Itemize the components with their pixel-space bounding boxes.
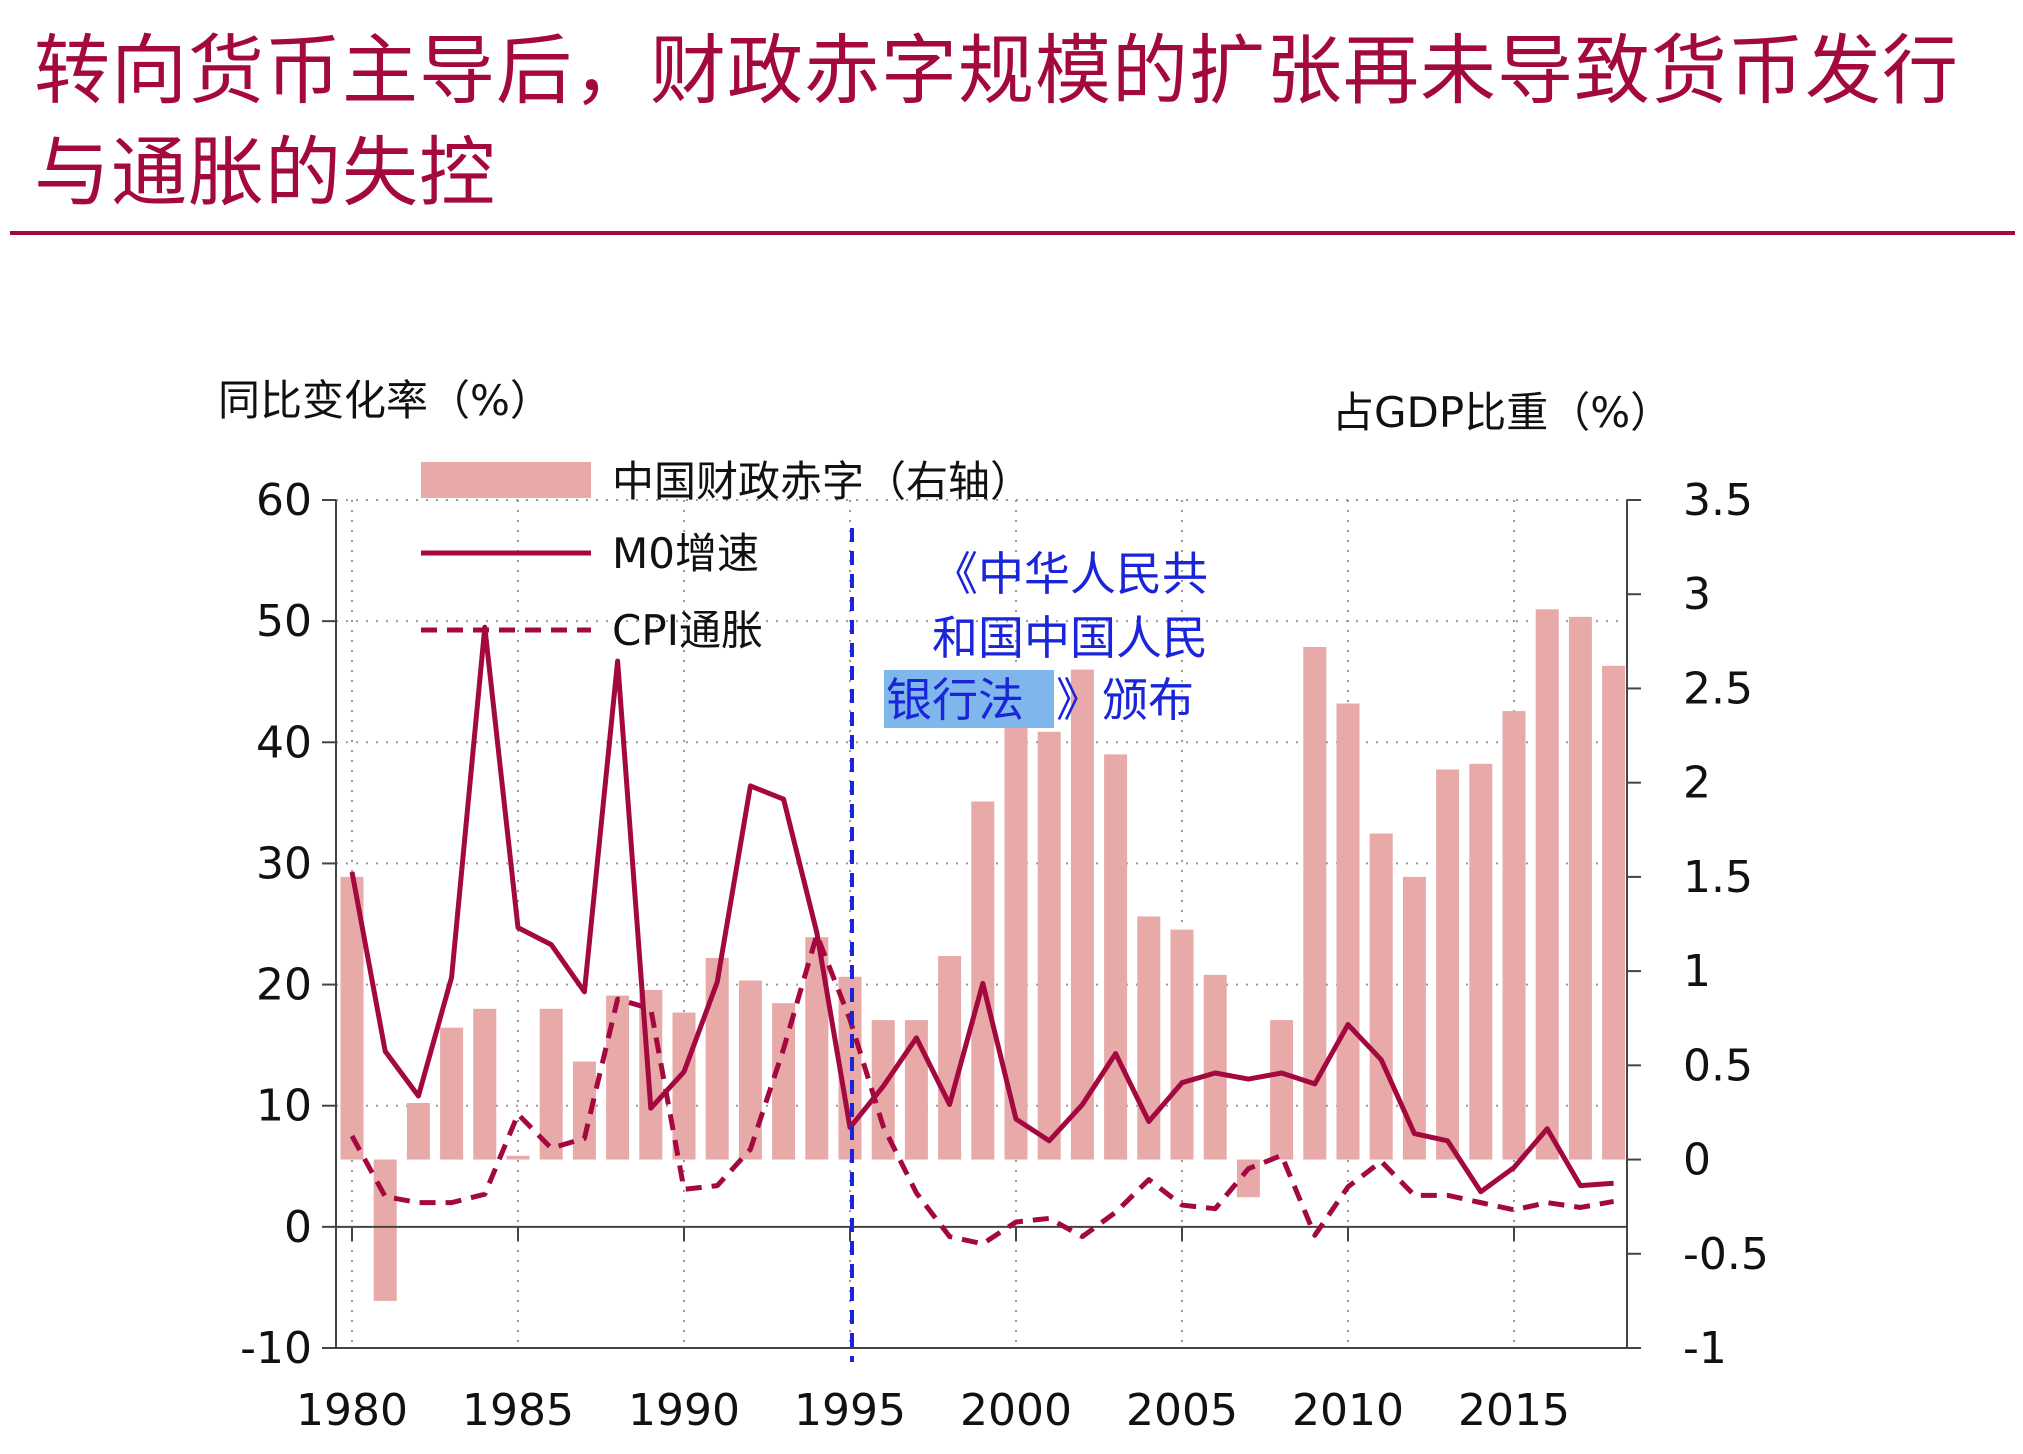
x-tick-label: 1985	[462, 1385, 574, 1436]
bar-deficit	[1337, 704, 1360, 1160]
bar-deficit	[1469, 764, 1492, 1160]
bar-deficit	[1370, 834, 1393, 1160]
bar-deficit	[938, 956, 961, 1160]
legend-label-cpi: CPI通胀	[612, 606, 763, 655]
right-axis-title: 占GDP比重（%）	[1332, 388, 1672, 437]
right-tick-label: 3	[1683, 569, 1711, 620]
bar-deficit	[673, 1013, 696, 1160]
annotation-line-3-rest: 》颁布	[1056, 673, 1194, 727]
left-tick-label: 60	[256, 475, 312, 526]
bar-deficit	[1171, 930, 1194, 1160]
bar-deficit	[440, 1028, 463, 1160]
bar-deficit	[1104, 754, 1127, 1159]
x-tick-label: 1980	[296, 1385, 408, 1436]
bar-deficit	[1569, 617, 1592, 1160]
legend-label-deficit: 中国财政赤字（右轴）	[612, 457, 1032, 506]
x-tick-label: 2000	[960, 1385, 1072, 1436]
bar-deficit	[374, 1160, 397, 1301]
right-tick-label: 1.5	[1683, 852, 1753, 903]
x-tick-label: 2005	[1126, 1385, 1238, 1436]
right-tick-label: -0.5	[1683, 1229, 1769, 1280]
bar-deficit	[507, 1156, 530, 1160]
annotation-line-1: 《中华人民共	[932, 547, 1208, 601]
legend-swatch-deficit	[421, 462, 591, 498]
bar-deficit	[971, 802, 994, 1160]
x-tick-label: 1990	[628, 1385, 740, 1436]
x-tick-label: 2010	[1292, 1385, 1404, 1436]
right-tick-label: 3.5	[1683, 475, 1753, 526]
left-tick-label: -10	[240, 1323, 312, 1374]
right-tick-label: 0.5	[1683, 1040, 1753, 1091]
x-tick-label: 1995	[794, 1385, 906, 1436]
left-tick-label: 50	[256, 596, 312, 647]
bar-deficit	[739, 981, 762, 1160]
bar-deficit	[473, 1009, 496, 1160]
x-tick-label: 2015	[1458, 1385, 1570, 1436]
left-tick-label: 10	[256, 1081, 312, 1132]
bar-deficit	[1204, 975, 1227, 1160]
annotation-line-3-highlight: 银行法	[886, 673, 1024, 727]
right-tick-label: 1	[1683, 946, 1711, 997]
left-tick-label: 30	[256, 838, 312, 889]
bar-deficit	[1038, 732, 1061, 1160]
bar-deficit	[606, 996, 629, 1160]
bar-deficit	[407, 1103, 430, 1160]
right-tick-label: 2.5	[1683, 663, 1753, 714]
bar-deficit	[1602, 666, 1625, 1160]
bar-deficit	[1436, 769, 1459, 1159]
annotation-line-2: 和国中国人民	[932, 611, 1208, 665]
left-axis-title: 同比变化率（%）	[218, 376, 552, 425]
right-tick-label: 0	[1683, 1135, 1711, 1186]
left-tick-label: 20	[256, 960, 312, 1011]
bar-deficit	[1270, 1020, 1293, 1159]
right-tick-label: -1	[1683, 1323, 1727, 1374]
right-tick-label: 2	[1683, 758, 1711, 809]
bar-deficit	[1536, 609, 1559, 1159]
bar-deficit	[1503, 711, 1526, 1159]
bar-deficit	[1071, 670, 1094, 1160]
left-tick-label: 40	[256, 717, 312, 768]
left-tick-label: 0	[284, 1202, 312, 1253]
legend-label-m0: M0增速	[612, 529, 759, 578]
bar-deficit	[1237, 1160, 1260, 1198]
